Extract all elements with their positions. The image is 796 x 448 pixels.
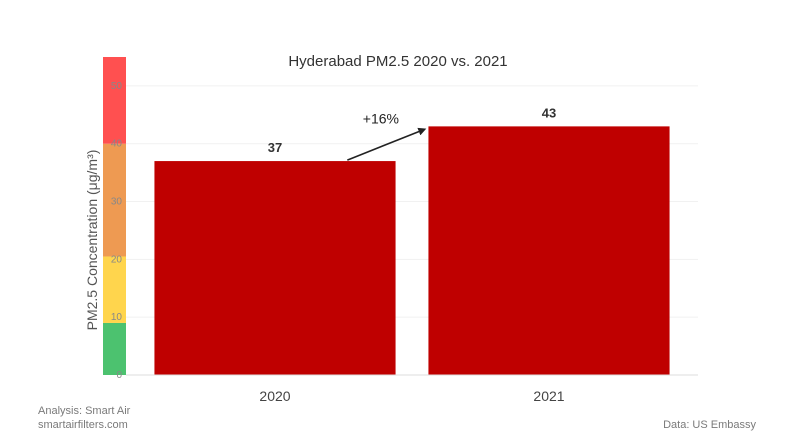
y-tick-30: 30 bbox=[111, 197, 123, 208]
data-label-2021: 43 bbox=[542, 105, 556, 120]
x-tick-2021: 2021 bbox=[533, 388, 564, 404]
y-tick-50: 50 bbox=[111, 81, 123, 92]
aqi-band-1 bbox=[103, 256, 126, 323]
y-tick-40: 40 bbox=[111, 139, 123, 150]
website-text: smartairfilters.com bbox=[38, 419, 128, 431]
y-axis-ticks: 0 10 20 30 40 50 bbox=[111, 81, 123, 381]
data-source: Data: US Embassy bbox=[663, 419, 756, 431]
bar-2021 bbox=[428, 126, 670, 375]
change-arrow bbox=[347, 127, 427, 161]
bar-2020 bbox=[154, 161, 396, 375]
y-axis-label: PM2.5 Concentration (μg/m³) bbox=[84, 150, 100, 331]
bars bbox=[154, 126, 670, 375]
chart-title: Hyderabad PM2.5 2020 vs. 2021 bbox=[288, 53, 507, 70]
x-tick-2020: 2020 bbox=[259, 388, 290, 404]
aqi-band-0 bbox=[103, 322, 126, 375]
analysis-text: Analysis: Smart Air bbox=[38, 405, 131, 417]
analysis-credit: Analysis: Smart Air smartairfilters.com bbox=[38, 404, 130, 432]
change-label: +16% bbox=[363, 110, 399, 126]
y-tick-0: 0 bbox=[116, 370, 122, 381]
aqi-color-scale bbox=[103, 57, 126, 375]
change-annotation: +16% bbox=[347, 110, 427, 161]
x-axis-ticks: 2020 2021 bbox=[259, 388, 564, 404]
aqi-band-2 bbox=[103, 143, 126, 257]
data-labels: 37 43 bbox=[268, 105, 556, 155]
data-label-2020: 37 bbox=[268, 140, 282, 155]
y-tick-20: 20 bbox=[111, 254, 123, 265]
y-tick-10: 10 bbox=[111, 312, 123, 323]
aqi-band-3 bbox=[103, 57, 126, 144]
